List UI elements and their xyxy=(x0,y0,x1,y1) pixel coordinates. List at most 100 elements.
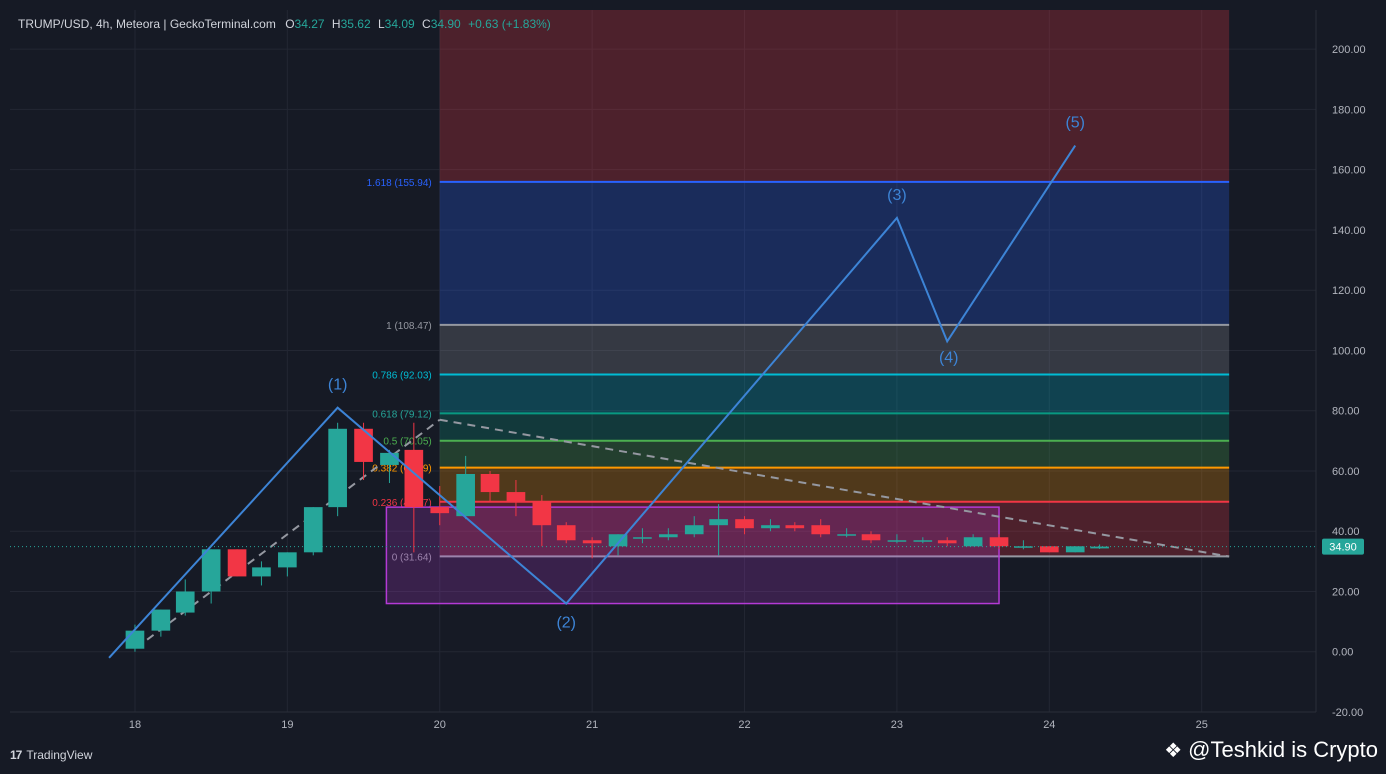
fib-level-label: 0.618 (79.12) xyxy=(372,409,432,420)
candle-body xyxy=(175,591,195,613)
x-tick-label: 20 xyxy=(434,719,446,731)
close-value: 34.90 xyxy=(430,17,461,31)
last-price-tag xyxy=(1322,538,1364,555)
change-value: +0.63 (+1.83%) xyxy=(468,17,551,31)
candle-body xyxy=(937,540,957,544)
author-watermark: ❖ @Teshkid is Crypto xyxy=(1164,737,1378,763)
y-tick-label: 140.00 xyxy=(1332,225,1366,237)
last-price-label: 34.90 xyxy=(1329,542,1357,554)
low-value: 34.09 xyxy=(384,17,415,31)
candle-body xyxy=(1090,546,1109,549)
x-tick-label: 24 xyxy=(1043,719,1055,731)
tradingview-logo[interactable]: 17 TradingView xyxy=(10,748,92,762)
y-tick-label: 0.00 xyxy=(1332,647,1353,659)
candle-body xyxy=(227,549,247,577)
candle-body xyxy=(735,519,754,529)
candle-body xyxy=(456,473,475,517)
y-tick-label: -20.00 xyxy=(1332,707,1363,719)
fib-level-label: 0.236 (49.77) xyxy=(372,498,432,509)
trend-line-up xyxy=(146,418,441,641)
candle-body xyxy=(761,525,780,529)
y-tick-label: 120.00 xyxy=(1332,285,1366,297)
candle-body xyxy=(328,428,347,508)
trend-lines xyxy=(146,418,1230,641)
x-tick-label: 19 xyxy=(281,719,293,731)
close-label: C xyxy=(422,17,431,31)
candle-body xyxy=(252,567,271,577)
candle-body xyxy=(201,549,221,592)
chart-axes: 200.00180.00160.00140.00120.00100.0080.0… xyxy=(10,10,1366,731)
candle-body xyxy=(582,540,602,544)
x-tick-label: 21 xyxy=(586,719,598,731)
fib-level-label: 1 (108.47) xyxy=(386,321,432,332)
candle-body xyxy=(659,534,678,538)
y-tick-label: 40.00 xyxy=(1332,526,1360,538)
wave-label: (3) xyxy=(887,187,907,204)
fib-zone xyxy=(439,467,1230,502)
candle-body xyxy=(709,519,728,526)
elliott-wave: (1) (2) (3) (4) (5) xyxy=(108,115,1085,659)
y-tick-label: 200.00 xyxy=(1332,44,1366,56)
y-tick-label: 160.00 xyxy=(1332,165,1366,177)
candle-body xyxy=(861,534,881,541)
candle-body xyxy=(480,473,500,493)
candle-body xyxy=(354,428,373,462)
candle-body xyxy=(989,537,1009,547)
candle-body xyxy=(430,507,450,514)
candle-body xyxy=(785,525,805,529)
fib-zone xyxy=(439,181,1230,325)
candle-body xyxy=(151,609,171,631)
candle-body xyxy=(913,540,933,542)
fib-level-label: 0.382 (61.09) xyxy=(372,464,432,475)
chart-legend-header: TRUMP/USD, 4h, Meteora | GeckoTerminal.c… xyxy=(18,17,551,31)
candle-body xyxy=(278,552,297,568)
y-tick-label: 80.00 xyxy=(1332,406,1360,418)
watermark-text: @Teshkid is Crypto xyxy=(1188,737,1378,762)
tradingview-mark-icon: 17 xyxy=(10,748,22,762)
open-value: 34.27 xyxy=(294,17,325,31)
wave-label: (5) xyxy=(1065,115,1085,132)
candle-body xyxy=(1039,546,1059,553)
candle-body xyxy=(556,525,576,541)
fib-level-label: 0.5 (70.05) xyxy=(383,437,431,448)
range-box-rect xyxy=(385,506,1000,605)
fib-zone xyxy=(439,440,1230,468)
candle-body xyxy=(837,534,856,536)
wave-label: (4) xyxy=(939,350,959,367)
open-label: O xyxy=(285,17,295,31)
x-tick-label: 23 xyxy=(891,719,903,731)
high-value: 35.62 xyxy=(340,17,371,31)
candle-body xyxy=(887,540,907,542)
fib-level-label: 0.786 (92.03) xyxy=(372,370,432,381)
candle-body xyxy=(506,492,526,502)
candle-body xyxy=(125,630,145,649)
candle-body xyxy=(811,525,831,535)
candle-body xyxy=(532,501,552,526)
candle-body xyxy=(303,507,323,553)
fib-zone xyxy=(439,10,1230,182)
high-label: H xyxy=(331,17,341,31)
wave-path xyxy=(108,145,1077,659)
wave-label: (1) xyxy=(328,377,348,394)
candle-body xyxy=(404,449,424,508)
fib-level-label: 0 (31.64) xyxy=(392,552,432,563)
fib-zone xyxy=(439,324,1230,375)
candle-body xyxy=(1014,546,1033,548)
x-tick-label: 25 xyxy=(1196,719,1208,731)
x-tick-label: 18 xyxy=(129,719,141,731)
candle-body xyxy=(1065,546,1085,553)
range-box xyxy=(385,506,1000,605)
fib-zone xyxy=(439,413,1230,441)
candle-body xyxy=(684,525,704,535)
binance-diamond-icon: ❖ xyxy=(1164,739,1183,762)
trend-line-down xyxy=(439,418,1230,558)
low-label: L xyxy=(377,17,385,31)
y-tick-label: 100.00 xyxy=(1332,345,1366,357)
x-tick-label: 22 xyxy=(738,719,750,731)
fib-zone xyxy=(439,374,1230,414)
y-tick-label: 60.00 xyxy=(1332,466,1360,478)
tradingview-name: TradingView xyxy=(26,748,93,762)
y-tick-label: 180.00 xyxy=(1332,104,1366,116)
candle-body xyxy=(633,537,652,539)
